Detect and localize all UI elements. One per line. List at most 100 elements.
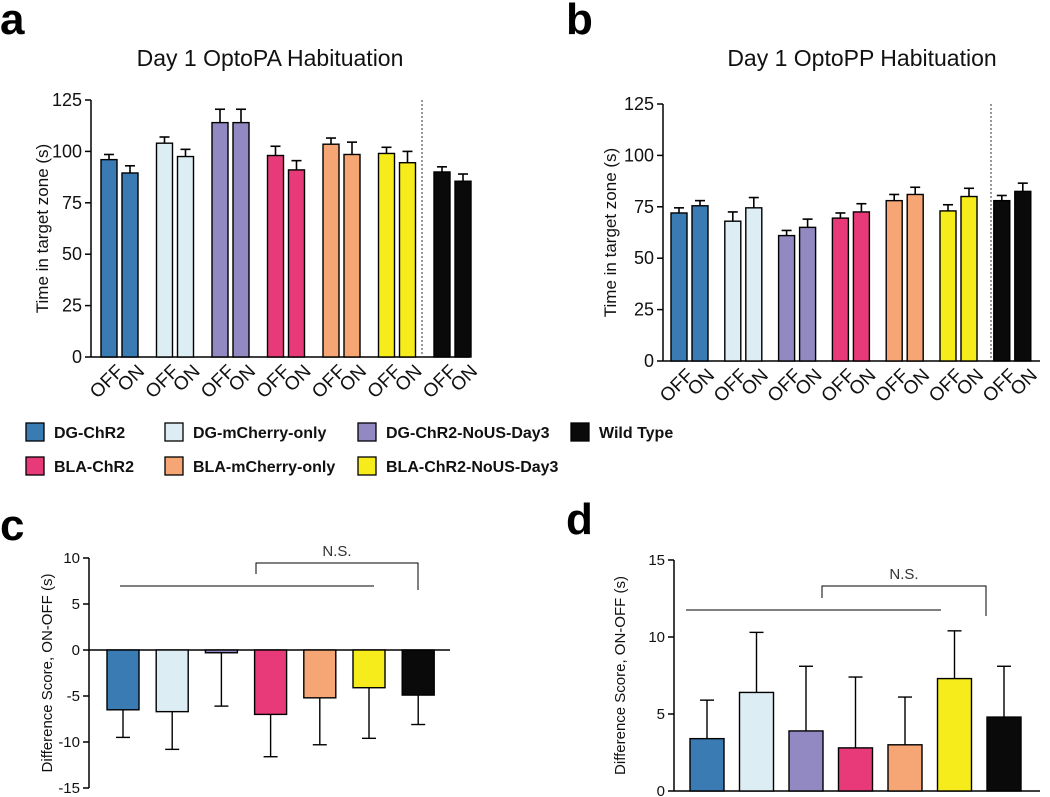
y-tick-label: 0 <box>72 347 82 367</box>
legend-swatch <box>357 456 377 476</box>
panel-letter-b: b <box>566 0 593 44</box>
significance-bracket <box>255 562 419 590</box>
bar <box>852 211 871 362</box>
bar <box>377 152 396 358</box>
y-tick-label: 100 <box>624 145 654 165</box>
legend-swatch <box>164 456 184 476</box>
x-category-label: ON <box>447 361 482 396</box>
significance-label: N.S. <box>889 566 918 583</box>
y-tick-label: -15 <box>58 780 80 797</box>
bar <box>232 121 250 358</box>
bar <box>303 649 337 699</box>
bar <box>831 217 850 362</box>
significance-label: N.S. <box>322 543 351 560</box>
legend-label: DG-ChR2 <box>54 425 125 442</box>
bar <box>287 169 306 358</box>
y-axis-title: Time in target zone (s) <box>601 148 620 317</box>
bar <box>454 180 472 358</box>
y-tick-label: 0 <box>72 642 80 659</box>
y-tick-label: 25 <box>634 300 654 320</box>
legend-label: BLA-ChR2 <box>54 459 134 476</box>
bar <box>738 691 775 792</box>
y-tick-label: 125 <box>624 94 654 114</box>
bar <box>691 205 709 362</box>
bar <box>322 143 340 358</box>
y-tick-label: 50 <box>634 248 654 268</box>
chart-title: Day 1 OptoPA Habituation <box>137 45 404 71</box>
bar <box>837 747 874 792</box>
legend-swatch <box>164 422 184 442</box>
bar <box>352 649 386 689</box>
bar <box>106 649 140 711</box>
bar <box>398 162 417 358</box>
bar <box>745 207 763 362</box>
x-category-label: ON <box>1007 365 1042 400</box>
chart-d-difference: Difference Score, ON-OFF (s) 0 5 10 15 N.S. <box>612 552 1040 797</box>
chart-a-optopa: Day 1 OptoPA Habituation Time in target z… <box>33 45 482 403</box>
chart-title: Day 1 OptoPP Habituation <box>727 45 996 71</box>
bar <box>100 158 118 358</box>
y-tick-label: 75 <box>634 197 654 217</box>
bar <box>798 226 817 362</box>
y-tick-label: -5 <box>67 688 80 705</box>
y-tick-label: -10 <box>58 734 80 751</box>
bar <box>670 212 688 362</box>
bar <box>155 142 174 358</box>
bar <box>433 171 451 358</box>
bar <box>777 234 796 362</box>
y-tick-label: 125 <box>52 90 82 110</box>
legend-swatch <box>570 422 590 442</box>
y-tick-label: 10 <box>648 629 665 646</box>
bar <box>788 730 824 792</box>
y-tick-label: 5 <box>657 706 665 723</box>
panel-letter-a: a <box>0 0 25 44</box>
bar <box>939 210 957 362</box>
legend-label: DG-mCherry-only <box>193 425 326 442</box>
bar <box>936 677 973 792</box>
panel-letter-d: d <box>566 495 593 544</box>
bar <box>986 716 1022 792</box>
y-tick-label: 5 <box>72 596 80 613</box>
bar <box>401 649 435 696</box>
y-tick-label: 25 <box>62 296 82 316</box>
y-tick-label: 10 <box>63 550 80 567</box>
legend-swatch <box>25 456 45 476</box>
y-tick-label: 100 <box>52 141 82 161</box>
bar <box>689 737 725 792</box>
legend-label: BLA-mCherry-only <box>193 459 335 476</box>
bar <box>176 155 195 358</box>
bar <box>887 744 923 792</box>
bar <box>1014 190 1032 362</box>
y-axis-title: Difference Score, ON-OFF (s) <box>612 576 629 775</box>
y-tick-label: 15 <box>648 552 665 569</box>
chart-c-difference: Difference Score, ON-OFF (s)-15 -10 -5 0 5 10… <box>39 543 450 797</box>
y-tick-label: 75 <box>62 193 82 213</box>
bar <box>266 154 285 358</box>
y-axis-title: Difference Score, ON-OFF (s) <box>39 574 56 773</box>
legend-label: DG-ChR2-NoUS-Day3 <box>386 425 550 442</box>
panel-letter-c: c <box>0 501 24 550</box>
y-tick-label: 0 <box>657 783 665 797</box>
bar <box>993 199 1011 362</box>
legend-label: BLA-ChR2-NoUS-Day3 <box>386 459 559 476</box>
bar <box>253 649 288 716</box>
legend-label: Wild Type <box>599 425 673 442</box>
legend-swatch <box>357 422 377 442</box>
bar <box>906 193 924 362</box>
bar <box>211 121 229 358</box>
y-axis-title: Time in target zone (s) <box>33 144 52 313</box>
y-tick-label: 50 <box>62 244 82 264</box>
bar <box>121 172 139 358</box>
bar <box>724 220 742 362</box>
bar <box>204 649 239 654</box>
bar <box>885 199 903 362</box>
bar <box>155 649 189 713</box>
legend-swatch <box>25 422 45 442</box>
chart-b-optopp: Day 1 OptoPP Habituation Time in target z… <box>601 45 1042 407</box>
y-tick-label: 0 <box>644 351 654 371</box>
bar <box>343 153 361 358</box>
legend: DG-ChR2 DG-mCherry-only DG-ChR2-NoUS-Day3 W… <box>25 422 673 476</box>
bar <box>960 195 978 362</box>
significance-bracket <box>821 585 987 616</box>
